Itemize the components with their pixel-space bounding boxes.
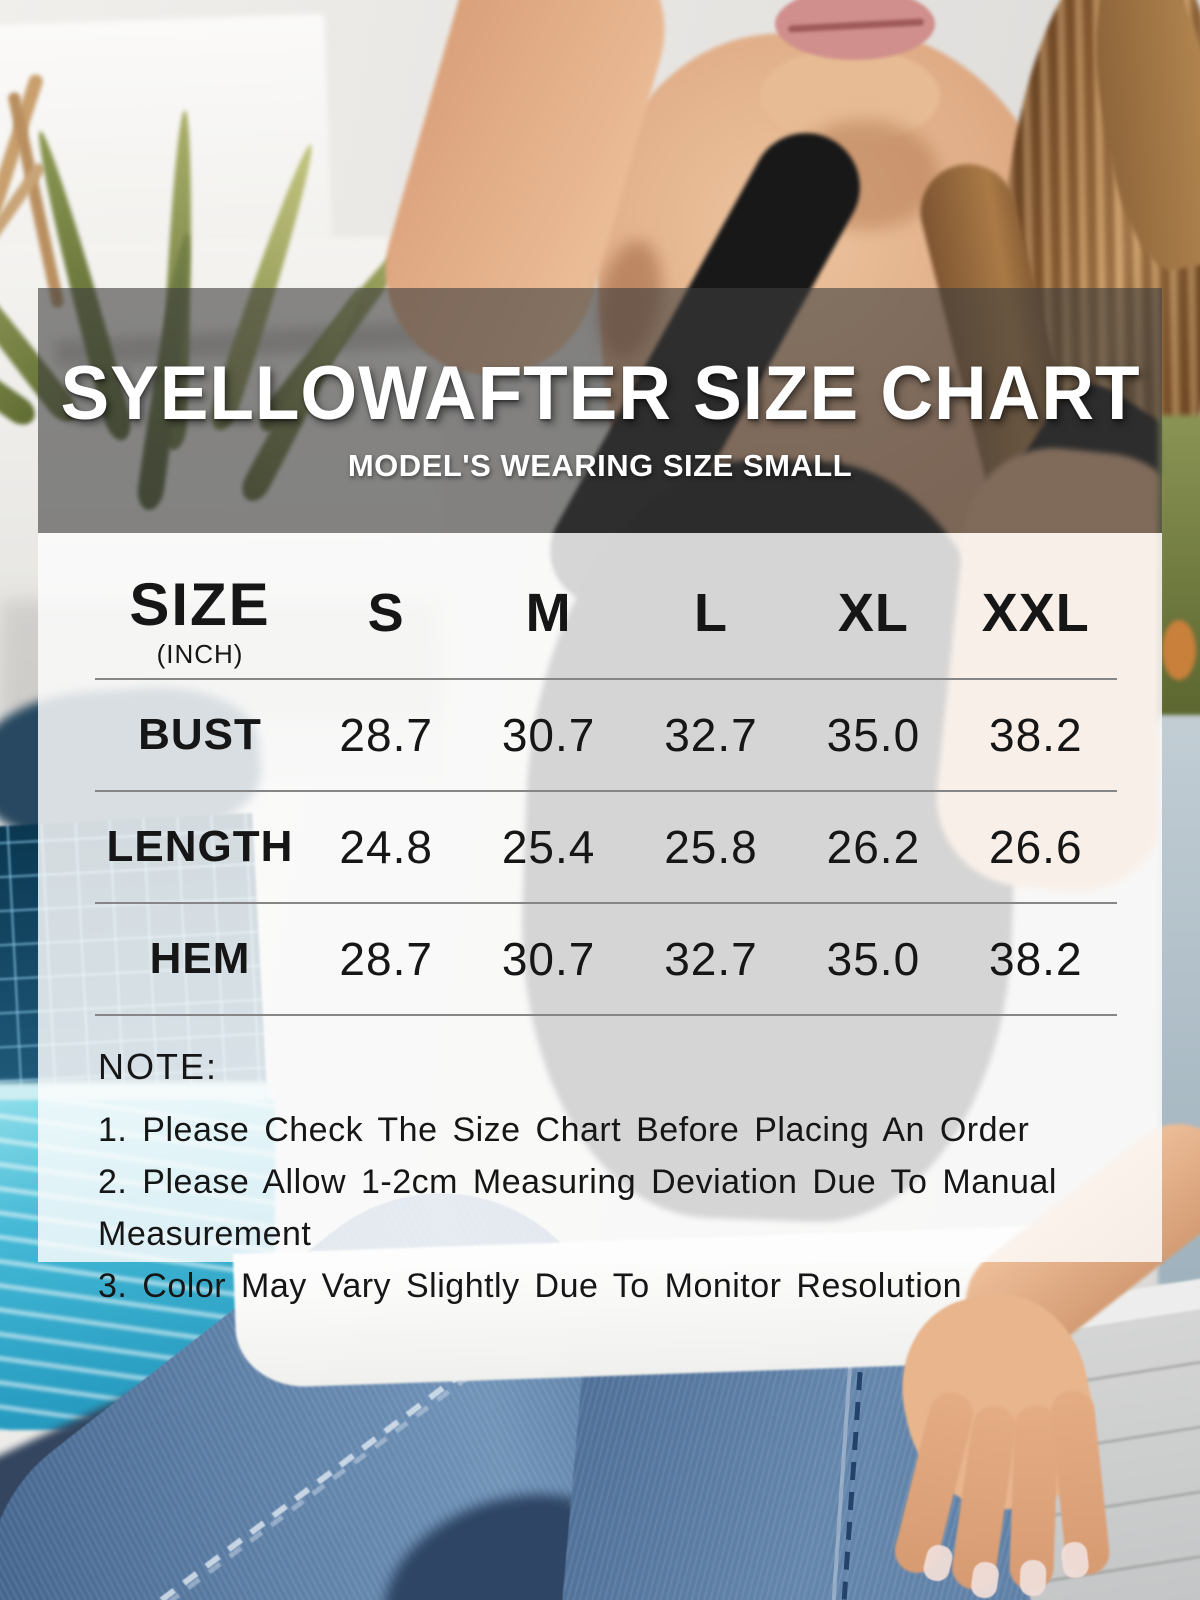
size-column-header: SIZE (INCH) bbox=[95, 575, 305, 678]
table-row-hem: HEM 28.7 30.7 32.7 35.0 38.2 bbox=[95, 904, 1117, 1016]
cell-value: 35.0 bbox=[826, 709, 921, 761]
fingernail bbox=[1060, 1540, 1090, 1580]
cell-value: 30.7 bbox=[501, 933, 596, 985]
note-item-1: 1. Please Check The Size Chart Before Pl… bbox=[98, 1111, 1030, 1149]
cell-value: 38.2 bbox=[989, 709, 1083, 761]
cell-value: 26.2 bbox=[826, 821, 921, 873]
unit-label: (INCH) bbox=[156, 639, 244, 669]
cell-value: 25.4 bbox=[501, 821, 596, 873]
cell-value: 32.7 bbox=[664, 933, 758, 985]
row-label: LENGTH bbox=[106, 822, 294, 871]
note-heading: NOTE: bbox=[98, 1046, 219, 1087]
size-table: SIZE (INCH) S M L XL XXL BUST 28.7 30.7 … bbox=[95, 533, 1117, 1016]
fingernail bbox=[1019, 1559, 1047, 1597]
row-label: BUST bbox=[138, 710, 262, 759]
cell-value: 24.8 bbox=[339, 821, 433, 873]
cell-value: 28.7 bbox=[339, 933, 433, 985]
model-size-note: MODEL'S WEARING SIZE SMALL bbox=[347, 448, 853, 483]
model-chin bbox=[760, 48, 940, 143]
table-row-length: LENGTH 24.8 25.4 25.8 26.2 26.6 bbox=[95, 792, 1117, 904]
note-section: NOTE: 1. Please Check The Size Chart Bef… bbox=[38, 1016, 1162, 1312]
background-flower bbox=[1162, 620, 1196, 680]
column-header-l: L bbox=[693, 583, 728, 643]
note-item-3: 3. Color May Vary Slightly Due To Monito… bbox=[98, 1267, 963, 1305]
column-header-xxl: XXL bbox=[981, 583, 1090, 643]
size-chart-panel: SYELLOWAFTER SIZE CHART MODEL'S WEARING … bbox=[38, 288, 1162, 1305]
column-header-xl: XL bbox=[837, 583, 909, 643]
cell-value: 28.7 bbox=[339, 709, 433, 761]
row-label: HEM bbox=[149, 934, 251, 983]
cell-value: 25.8 bbox=[664, 821, 758, 873]
size-label: SIZE bbox=[129, 571, 271, 638]
cell-value: 32.7 bbox=[664, 709, 758, 761]
brand-title: SYELLOWAFTER SIZE CHART bbox=[60, 351, 1140, 436]
column-header-m: M bbox=[525, 583, 572, 643]
cell-value: 30.7 bbox=[501, 709, 596, 761]
table-row-bust: BUST 28.7 30.7 32.7 35.0 38.2 bbox=[95, 680, 1117, 792]
cell-value: 26.6 bbox=[989, 821, 1083, 873]
cell-value: 35.0 bbox=[826, 933, 921, 985]
chart-body: SIZE (INCH) S M L XL XXL BUST 28.7 30.7 … bbox=[38, 533, 1162, 1305]
table-header-row: SIZE (INCH) S M L XL XXL bbox=[95, 533, 1117, 680]
cell-value: 38.2 bbox=[989, 933, 1083, 985]
note-item-2: 2. Please Allow 1-2cm Measuring Deviatio… bbox=[98, 1163, 1057, 1253]
column-header-s: S bbox=[367, 583, 405, 643]
chart-header: SYELLOWAFTER SIZE CHART MODEL'S WEARING … bbox=[38, 288, 1162, 533]
